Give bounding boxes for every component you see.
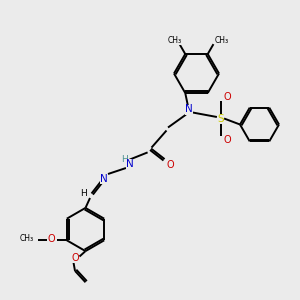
Text: H: H — [121, 154, 128, 164]
Text: O: O — [223, 135, 231, 145]
Text: CH₃: CH₃ — [168, 36, 182, 45]
Text: O: O — [71, 253, 79, 263]
Text: O: O — [223, 92, 231, 102]
Text: O: O — [166, 160, 174, 170]
Text: S: S — [217, 113, 224, 124]
Text: CH₃: CH₃ — [20, 234, 34, 243]
Text: H: H — [80, 189, 87, 198]
Text: O: O — [47, 234, 55, 244]
Text: CH₃: CH₃ — [215, 36, 229, 45]
Text: N: N — [100, 173, 107, 184]
Text: N: N — [185, 104, 193, 115]
Text: N: N — [126, 159, 134, 170]
